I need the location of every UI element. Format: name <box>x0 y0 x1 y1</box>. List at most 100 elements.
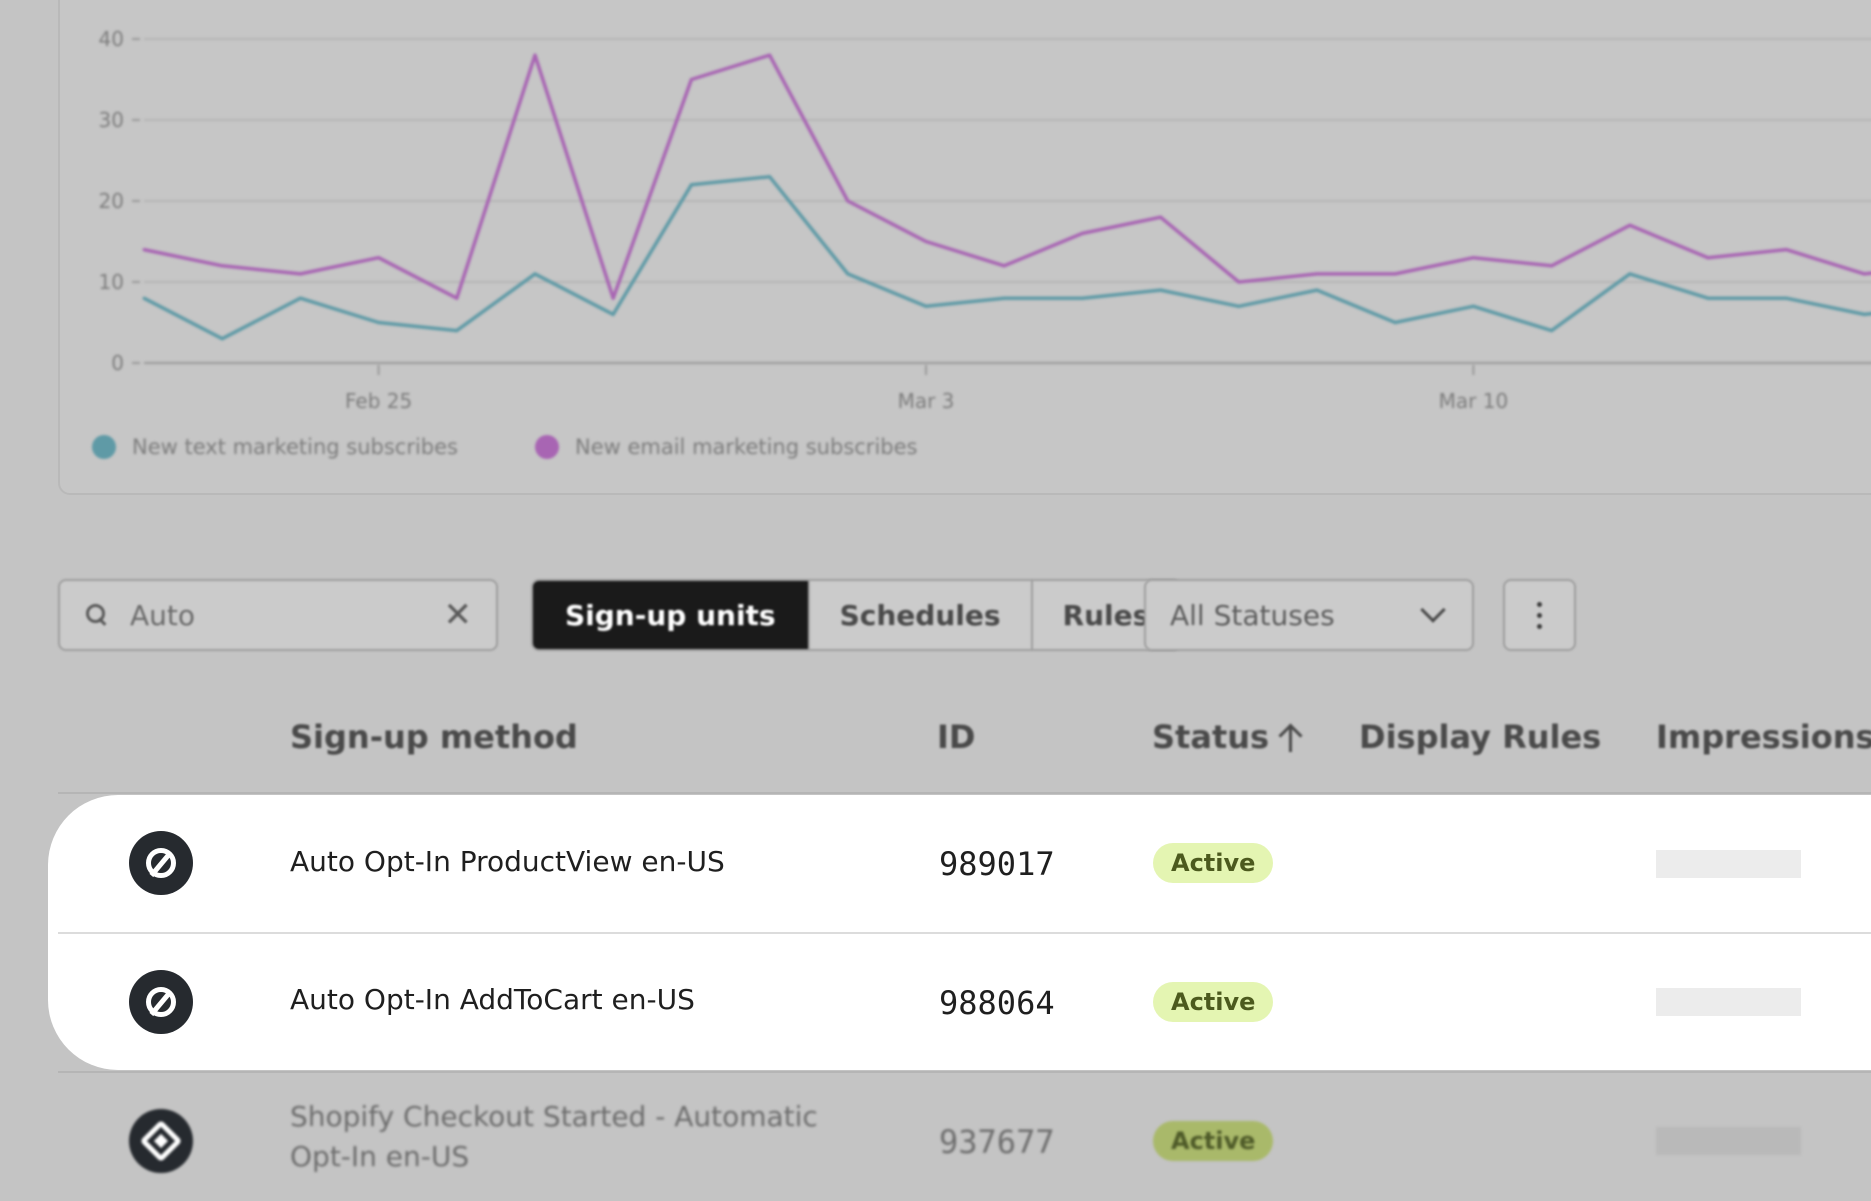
data-point <box>611 312 615 316</box>
search-value[interactable]: Auto <box>130 598 196 632</box>
tab-schedules[interactable]: Schedules <box>810 581 1033 649</box>
data-point <box>1550 329 1554 333</box>
row-divider <box>58 1071 1871 1073</box>
series-line-email <box>143 53 1871 300</box>
sign-up-method-name[interactable]: Auto Opt-In AddToCart en-US <box>290 983 695 1016</box>
data-point <box>1550 264 1554 268</box>
y-tick-label: 10 <box>99 270 124 294</box>
y-tick-label: 30 <box>99 108 124 132</box>
data-point <box>1862 272 1866 276</box>
column-header-status[interactable]: Status <box>1152 718 1303 756</box>
column-header-status-label: Status <box>1152 718 1270 756</box>
sign-up-method-name[interactable]: Auto Opt-In ProductView en-US <box>290 845 725 878</box>
data-point <box>1237 280 1241 284</box>
data-point <box>298 272 302 276</box>
chart-series <box>142 53 1871 341</box>
column-header-impressions[interactable]: Impressions <box>1656 718 1871 756</box>
sign-up-method-name-line: Shopify Checkout Started - Automatic <box>290 1100 818 1133</box>
data-point <box>1002 264 1006 268</box>
sign-up-id: 988064 <box>939 984 1055 1022</box>
search-icon <box>84 602 110 628</box>
status-filter-value: All Statuses <box>1170 598 1335 632</box>
sign-up-method-name[interactable]: Shopify Checkout Started - Automatic Opt… <box>290 1097 818 1177</box>
data-point <box>1628 223 1632 227</box>
data-point <box>1784 296 1788 300</box>
table-row[interactable]: Shopify Checkout Started - Automatic Opt… <box>58 1073 1871 1201</box>
sign-up-id: 989017 <box>939 845 1055 883</box>
chart-legend: New text marketing subscribes New email m… <box>92 435 917 459</box>
status-filter-select[interactable]: All Statuses <box>1144 579 1474 651</box>
y-tick-label: 40 <box>99 27 124 51</box>
chart-grid <box>144 38 1871 364</box>
impressions-placeholder <box>1656 850 1801 878</box>
y-tick-label: 20 <box>99 189 124 213</box>
data-point <box>1080 231 1084 235</box>
y-axis: 0 10 20 30 40 <box>99 27 140 375</box>
data-point <box>1393 321 1397 324</box>
data-point <box>1159 288 1163 292</box>
data-point <box>533 272 537 276</box>
status-badge: Active <box>1153 843 1274 883</box>
data-point <box>455 329 459 333</box>
data-point <box>1159 215 1163 219</box>
view-tabs: Sign-up units Schedules Rules <box>531 579 1182 651</box>
x-tick-label: Mar 3 <box>898 389 955 413</box>
x-tick-label: Feb 25 <box>345 389 412 413</box>
data-point <box>689 183 693 187</box>
more-vertical-icon <box>1537 601 1542 607</box>
data-point <box>1315 272 1319 276</box>
more-options-button[interactable] <box>1503 579 1576 651</box>
chevron-down-icon <box>1420 597 1446 623</box>
data-point <box>924 240 928 243</box>
status-badge: Active <box>1153 982 1274 1022</box>
header-divider <box>58 792 1871 794</box>
tab-rules[interactable]: Rules <box>1062 598 1150 632</box>
data-point <box>220 337 224 341</box>
auto-opt-in-icon <box>129 970 193 1034</box>
data-point <box>924 304 928 308</box>
column-header-display-rules[interactable]: Display Rules <box>1359 718 1602 756</box>
data-point <box>1706 296 1710 300</box>
data-point <box>1784 248 1788 252</box>
tab-sign-up-units[interactable]: Sign-up units <box>533 581 810 649</box>
status-badge: Active <box>1153 1121 1274 1161</box>
subscribes-chart: 0 10 20 30 40 Feb 25 Mar 3 Mar 10 New text mar… <box>92 27 1871 459</box>
data-point <box>1862 312 1866 316</box>
data-point <box>533 53 537 57</box>
auto-opt-in-icon <box>129 831 193 895</box>
data-point <box>1706 256 1710 260</box>
data-point <box>1628 272 1632 276</box>
data-point <box>142 296 146 300</box>
sign-up-method-name-line: Opt-In en-US <box>290 1140 470 1173</box>
data-point <box>689 78 693 81</box>
data-point <box>377 321 381 324</box>
data-point <box>1002 296 1006 300</box>
sign-up-id: 937677 <box>939 1123 1055 1161</box>
data-point <box>846 272 850 276</box>
data-point <box>1471 304 1475 308</box>
data-point <box>142 248 146 252</box>
column-header-sign-up-method[interactable]: Sign-up method <box>290 718 578 756</box>
data-point <box>1315 288 1319 292</box>
data-point <box>1237 304 1241 308</box>
data-point <box>768 175 772 179</box>
data-point <box>768 53 772 57</box>
data-point <box>1393 272 1397 276</box>
shopify-icon <box>129 1109 193 1173</box>
data-point <box>611 296 615 300</box>
y-tick-label: 0 <box>111 351 124 375</box>
data-point <box>1471 256 1475 260</box>
table-row[interactable]: Auto Opt-In ProductView en-US 989017 Act… <box>58 795 1871 932</box>
row-divider <box>58 932 1871 934</box>
data-point <box>377 256 381 260</box>
data-point <box>220 264 224 268</box>
clear-search-icon[interactable]: ✕ <box>443 595 473 635</box>
search-input[interactable]: Auto ✕ <box>58 579 498 651</box>
legend-label: New text marketing subscribes <box>132 435 458 459</box>
legend-swatch <box>92 435 116 459</box>
table-row[interactable]: Auto Opt-In AddToCart en-US 988064 Activ… <box>58 934 1871 1071</box>
subscribes-chart-card: 0 10 20 30 40 Feb 25 Mar 3 Mar 10 New text mar… <box>58 0 1871 495</box>
impressions-placeholder <box>1656 1127 1801 1155</box>
x-axis: Feb 25 Mar 3 Mar 10 <box>345 365 1508 413</box>
column-header-id[interactable]: ID <box>937 718 976 756</box>
